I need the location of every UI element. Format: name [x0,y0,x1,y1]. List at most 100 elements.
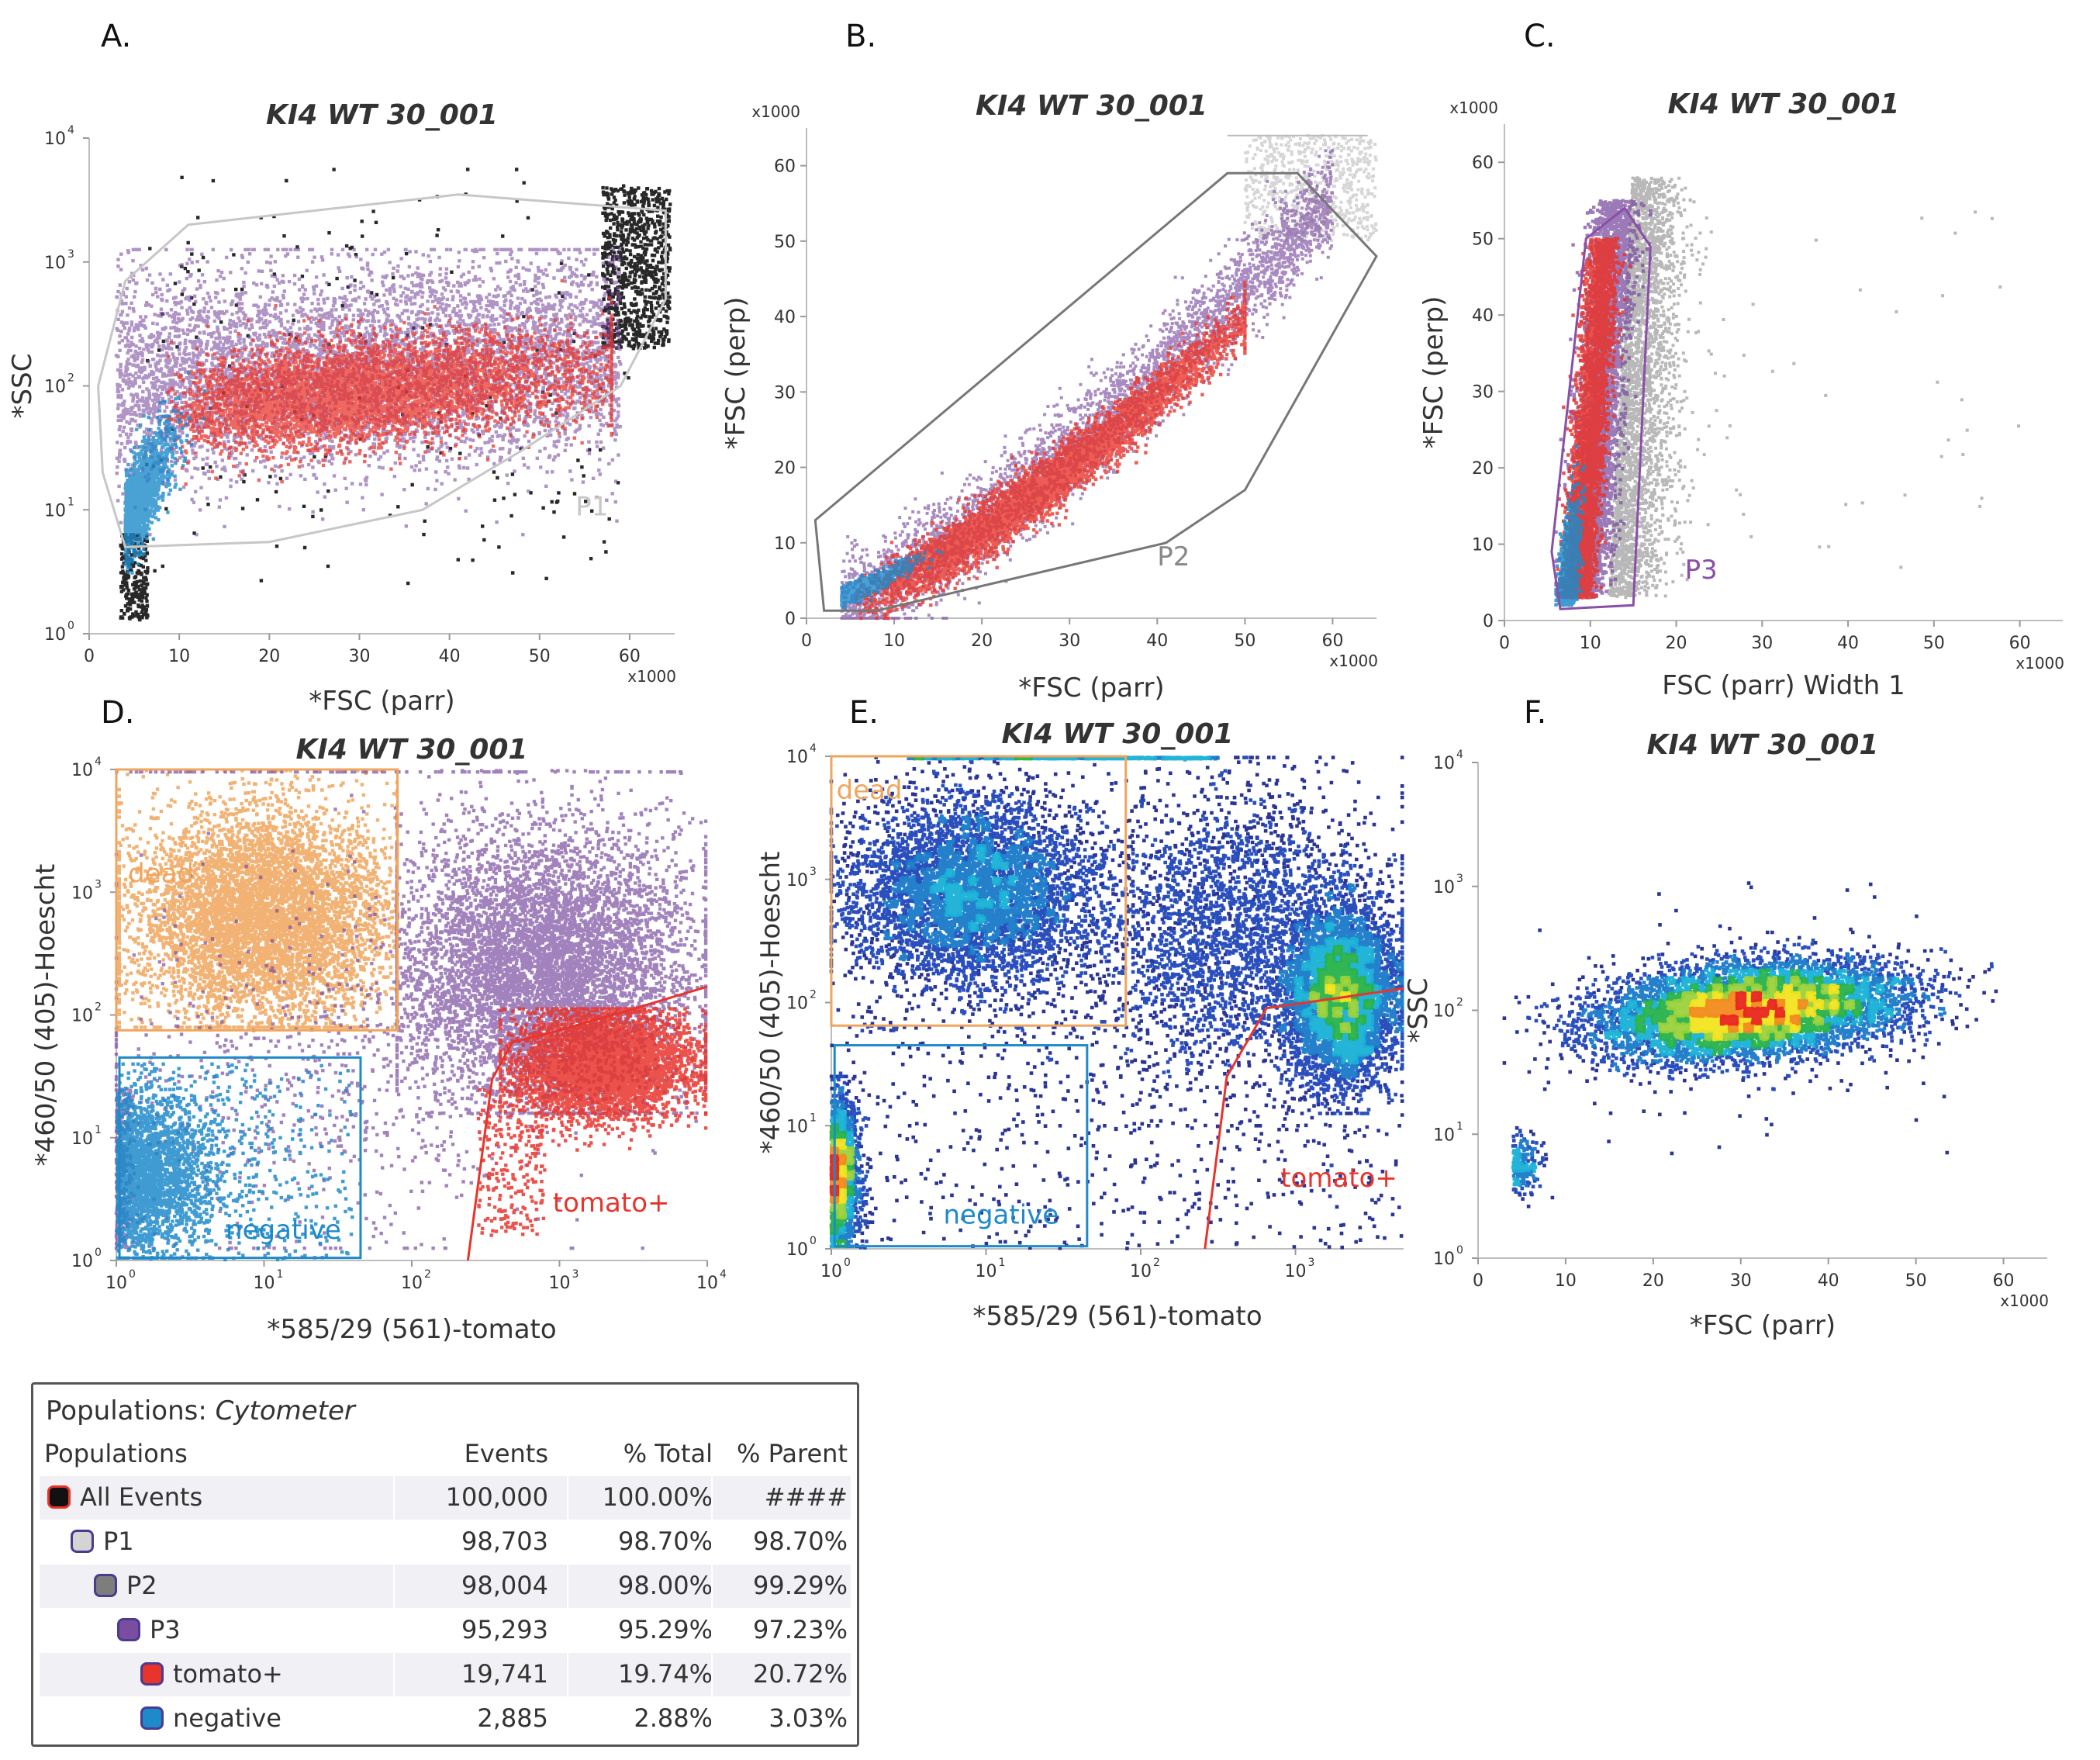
y-tick-label-exponent: 2 [1456,997,1463,1009]
x-tick-label-text: 20 [258,647,280,666]
x-tick-label-exponent: 1 [277,1268,284,1281]
population-tomato-dots [476,1007,708,1237]
cell-percent-total: 19.74% [617,1659,713,1689]
x-tick-label: 30 [348,647,370,666]
y-tick-label: 10 0 [1433,1244,1463,1269]
x-tick-label-text: 60 [1993,1271,2015,1291]
x-tick-label-text: 60 [1321,631,1343,651]
x-tick-label-exponent: 3 [1308,1257,1315,1269]
table-row: P3 95,293 95.29% 97.23% [40,1609,851,1652]
x-tick-label-text: 30 [1751,634,1773,653]
x-tick-label: 50 [1234,631,1256,651]
x-tick-label: 10 2 [401,1268,431,1293]
x-multiplier-label: x1000 [2000,1291,2049,1310]
plot-title: KI4 WT 30_001 [1647,729,1879,761]
x-tick-label-text: 50 [1923,634,1945,653]
cell-population-name: P3 [150,1615,181,1644]
y-multiplier-label: x1000 [1449,99,1498,117]
x-tick-label: 40 [1818,1271,1839,1291]
panel-letter: A. [101,19,131,54]
y-tick-label: 10 [774,534,796,554]
y-tick-label-base: 10 [71,1252,93,1271]
x-tick-label-base: 10 [1285,1262,1307,1281]
x-axis-label: *FSC (parr) [1018,673,1164,704]
cell-percent-total: 95.29% [617,1615,713,1644]
column-divider [711,1565,713,1608]
x-tick-label-base: 10 [254,1274,275,1293]
y-tick-label: 20 [1472,459,1494,479]
cell-percent-total: 98.00% [617,1571,713,1600]
column-divider [393,1653,395,1696]
x-tick-label: 10 [883,631,905,651]
x-tick-label-exponent: 0 [129,1268,136,1281]
y-tick-label: 10 [1472,536,1494,555]
population-negative-dots [840,549,944,611]
y-tick-label-exponent: 0 [1456,1244,1463,1257]
x-tick-label: 0 [1473,1271,1483,1291]
x-tick-label-exponent: 0 [844,1257,851,1269]
gate-negative-outline [118,1056,362,1260]
x-tick-label-base: 10 [401,1274,423,1293]
y-tick-label: 60 [774,157,796,177]
panel-letter: B. [845,19,876,54]
x-tick-label-base: 10 [696,1274,718,1293]
density-dots [830,756,1404,1249]
x-tick-label: 30 [1751,634,1773,653]
y-tick-label: 30 [1472,383,1494,403]
gate-p3-outline [1550,206,1652,610]
y-tick-label-exponent: 3 [810,866,817,878]
y-tick-label-base: 10 [44,378,66,397]
y-tick-label: 10 0 [71,1247,102,1271]
x-tick-label: 10 0 [820,1257,851,1281]
density-dots [829,756,1404,1250]
x-tick-label-exponent: 1 [999,1257,1006,1269]
y-tick-label-base: 10 [1433,1250,1455,1269]
x-tick-label-exponent: 2 [1153,1257,1160,1269]
x-tick-label-text: 30 [1730,1271,1752,1291]
population-color-swatch [117,1618,140,1641]
x-multiplier-label: x1000 [627,667,676,686]
column-divider [393,1476,395,1520]
y-tick-label: 10 0 [44,620,74,645]
x-tick-label: 0 [1499,634,1510,653]
column-divider [393,1565,395,1608]
table-row: negative 2,885 2.88% 3.03% [40,1697,851,1741]
population-tomato-dots [855,281,1247,621]
y-tick-label-base: 10 [71,761,93,780]
density-dots [1658,975,1856,1042]
y-tick-label: 10 2 [1433,997,1463,1022]
population-color-swatch [94,1574,117,1597]
y-tick-label-base: 10 [786,1117,808,1136]
panel-d: 10 0 10 1 10 2 10 3 10 410 010 110 210 310 4D.KI4 WT 3… [30,695,727,1345]
x-tick-label-text: 20 [1642,1271,1664,1291]
y-axis-label: *SSC [7,354,38,419]
cell-percent-parent: 20.72% [752,1659,848,1689]
y-tick-label-base: 10 [71,883,93,903]
y-tick-label-base: 10 [71,1007,93,1026]
x-tick-label: 10 [168,647,190,666]
gate-tomato-outline [1204,987,1404,1250]
y-tick-label-base: 10 [44,501,66,520]
x-tick-label: 40 [439,647,461,666]
x-tick-label-text: 10 [883,631,905,651]
gate-dead-outline [115,768,399,1032]
y-tick-label-exponent: 1 [67,496,74,508]
y-tick-label: 10 4 [44,124,74,149]
y-tick-label-base: 10 [44,625,66,645]
y-tick-label-exponent: 3 [1456,873,1463,885]
gate-dead-outline [830,755,1128,1027]
cell-events: 100,000 [445,1482,548,1512]
x-tick-label: 10 3 [1285,1257,1315,1281]
gate-tomato-label: tomato+ [553,1188,670,1219]
column-divider [567,1476,568,1520]
header-total: % Total [623,1439,713,1468]
y-tick-label: 10 3 [44,248,74,273]
gate-p2-outline [813,171,1378,612]
y-axis-label: *FSC (perp) [720,297,751,450]
x-axis-label: FSC (parr) Width 1 [1662,670,1905,701]
x-tick-label: 0 [84,647,95,666]
y-tick-label: 50 [1472,230,1494,250]
gate-dead-label: dead [837,775,903,806]
column-divider [393,1697,395,1741]
y-tick-label: 10 3 [1433,873,1463,897]
